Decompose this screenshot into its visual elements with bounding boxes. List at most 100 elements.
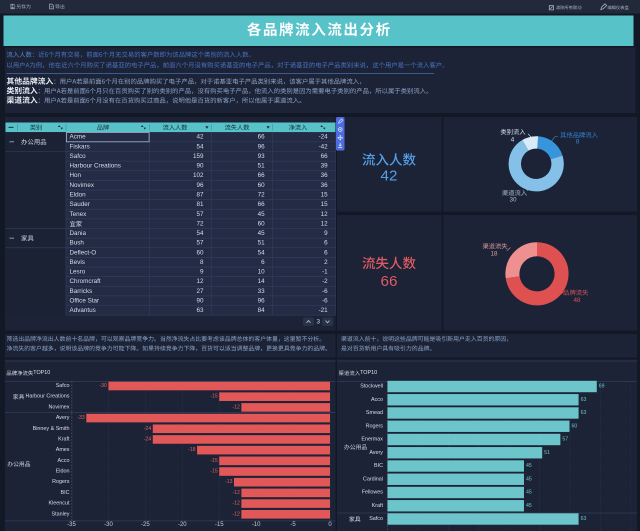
svg-text:6: 6 [324, 249, 328, 256]
svg-text:-35: -35 [67, 522, 76, 528]
svg-text:-25: -25 [141, 522, 150, 528]
svg-text:-15: -15 [210, 469, 218, 475]
svg-text:66: 66 [258, 134, 266, 141]
svg-text:-20: -20 [178, 522, 187, 528]
svg-text:-13: -13 [225, 479, 233, 485]
svg-text:36: 36 [321, 172, 329, 179]
svg-text:51: 51 [258, 240, 266, 247]
svg-text:TOP10: TOP10 [33, 370, 50, 376]
svg-text:57: 57 [196, 240, 204, 247]
svg-text:45: 45 [526, 463, 532, 469]
svg-text:60: 60 [258, 182, 266, 189]
svg-text:Novimex: Novimex [70, 182, 95, 189]
svg-text:36: 36 [321, 182, 329, 189]
svg-text:-24: -24 [144, 426, 152, 432]
svg-text:Kraft: Kraft [372, 503, 384, 509]
svg-text:60: 60 [571, 423, 577, 429]
svg-text:Fellowes: Fellowes [362, 490, 384, 496]
svg-text:54: 54 [196, 230, 204, 237]
svg-text:BIC: BIC [61, 490, 70, 496]
svg-text:-24: -24 [144, 436, 152, 442]
svg-text:Hon: Hon [70, 172, 82, 179]
svg-text:8: 8 [576, 138, 580, 145]
svg-text:Eldon: Eldon [56, 469, 70, 475]
svg-text:-24: -24 [319, 134, 329, 141]
svg-text:-15: -15 [215, 522, 224, 528]
svg-text:81: 81 [196, 201, 204, 208]
svg-text:-21: -21 [319, 307, 329, 314]
svg-text:12: 12 [196, 278, 204, 285]
svg-text:9: 9 [324, 230, 328, 237]
svg-text:39: 39 [321, 163, 329, 170]
svg-text:66: 66 [258, 172, 266, 179]
svg-text:84: 84 [258, 307, 266, 314]
svg-text:Fiskars: Fiskars [70, 143, 90, 150]
svg-text:-33: -33 [77, 415, 85, 421]
svg-text:54: 54 [196, 143, 204, 150]
svg-text:60: 60 [258, 220, 266, 227]
svg-text:45: 45 [258, 230, 266, 237]
svg-text:27: 27 [196, 288, 204, 295]
svg-text:-6: -6 [322, 297, 328, 304]
svg-text:12: 12 [321, 220, 329, 227]
svg-text:90: 90 [196, 163, 204, 170]
svg-text:45: 45 [526, 490, 532, 496]
svg-text:Kleencut: Kleencut [49, 501, 70, 507]
svg-text:0: 0 [328, 522, 332, 528]
svg-text:6: 6 [261, 259, 265, 266]
svg-text:Advantus: Advantus [70, 307, 96, 314]
svg-text:63: 63 [581, 397, 587, 403]
svg-text:Dania: Dania [70, 230, 87, 237]
svg-text:45: 45 [526, 503, 532, 509]
svg-text:72: 72 [196, 220, 204, 227]
svg-text:51: 51 [544, 450, 550, 456]
svg-text:-10: -10 [252, 522, 261, 528]
svg-text:Rogers: Rogers [52, 479, 70, 485]
svg-text:BIC: BIC [374, 463, 383, 469]
svg-text:51: 51 [258, 163, 266, 170]
svg-text:Bevis: Bevis [70, 259, 85, 266]
svg-text:18: 18 [490, 250, 498, 257]
svg-text:Eldon: Eldon [70, 191, 87, 198]
svg-text:66: 66 [321, 153, 329, 160]
svg-text:Safco: Safco [369, 516, 383, 522]
svg-text:-12: -12 [232, 501, 240, 507]
svg-text:Harbour Creations: Harbour Creations [70, 163, 121, 170]
svg-text:-6: -6 [322, 288, 328, 295]
svg-text:Stanley: Stanley [52, 511, 70, 517]
svg-text:2: 2 [324, 259, 328, 266]
svg-text:Acco: Acco [58, 458, 70, 464]
svg-text:Ames: Ames [56, 447, 70, 453]
svg-text:Barricks: Barricks [70, 288, 93, 295]
svg-text:Deflect-O: Deflect-O [70, 249, 97, 256]
svg-text:Novimex: Novimex [49, 404, 70, 410]
svg-text:96: 96 [258, 143, 266, 150]
svg-text:57: 57 [562, 437, 568, 443]
svg-text:Safco: Safco [70, 153, 87, 160]
svg-text:-2: -2 [322, 278, 328, 285]
svg-text:-30: -30 [99, 383, 107, 389]
svg-text:45: 45 [526, 476, 532, 482]
svg-text:9: 9 [200, 269, 204, 276]
svg-text:-1: -1 [322, 269, 328, 276]
svg-text:66: 66 [258, 201, 266, 208]
svg-text:Safco: Safco [56, 383, 70, 389]
svg-text:Acme: Acme [70, 134, 87, 141]
svg-text:Kraft: Kraft [58, 436, 70, 442]
svg-text:Bush: Bush [70, 240, 85, 247]
svg-text:-18: -18 [188, 447, 196, 453]
svg-text:Avery: Avery [369, 450, 383, 456]
svg-text:42: 42 [196, 134, 204, 141]
svg-text:-12: -12 [232, 490, 240, 496]
svg-text:Tenex: Tenex [70, 211, 88, 218]
svg-text:Acco: Acco [371, 397, 383, 403]
svg-text:48: 48 [573, 297, 581, 304]
svg-text:Harbour Creations: Harbour Creations [25, 394, 69, 400]
svg-text:42: 42 [381, 168, 398, 185]
svg-text:TOP10: TOP10 [360, 370, 377, 376]
svg-text:-15: -15 [210, 394, 218, 400]
svg-text:Cardinal: Cardinal [363, 476, 383, 482]
svg-text:90: 90 [196, 297, 204, 304]
svg-text:-30: -30 [104, 522, 113, 528]
svg-text:-42: -42 [319, 143, 329, 150]
